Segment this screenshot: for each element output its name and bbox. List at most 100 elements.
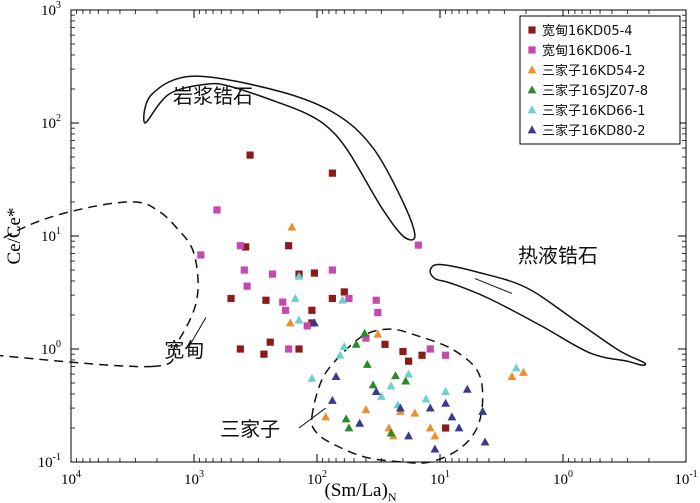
axis-labels: (Sm/La)N Ce/Ce* [4,208,397,503]
point-series-1 [310,269,318,277]
point-series-1 [340,288,348,296]
point-series-1 [442,424,450,432]
point-series-1 [405,357,413,365]
point-series-2 [282,306,290,314]
point-series-5 [338,295,347,304]
point-series-5 [290,293,300,302]
legend: 宽甸16KD05-4 宽甸16KD06-1 三家子16KD54-2 三家子16SJZ0… [519,15,681,145]
point-series-1 [227,294,235,303]
point-series-6 [462,384,472,393]
point-series-4 [386,428,396,437]
point-series-2 [426,345,434,353]
point-series-3 [287,222,297,231]
point-series-1 [381,340,389,348]
y-tick-label: 101 [41,226,61,245]
point-series-6 [478,406,488,415]
x-tick-label: 10-1 [674,469,697,488]
point-series-1 [242,243,250,251]
y-tick-label: 102 [41,113,61,132]
y-tick-label: 103 [41,0,61,19]
point-series-6 [355,418,365,427]
legend-marker [527,65,537,74]
point-series-2 [285,345,293,353]
point-series-2 [345,294,353,303]
point-series-5 [404,369,414,378]
point-series-5 [339,342,349,351]
point-series-6 [425,403,435,412]
point-series-6 [395,403,405,412]
point-series-1 [260,350,268,358]
point-series-3 [361,405,371,414]
x-axis-label: (Sm/La)N [325,480,397,503]
point-series-1 [266,338,274,346]
legend-label: 宽甸16KD05-4 [542,23,633,39]
hydrothermal-zircon-label: 热液锆石 [518,244,598,268]
point-series-2 [279,298,287,306]
magmatic-zircon-field [143,75,416,241]
point-series-4 [360,328,370,337]
point-series-1 [399,347,407,356]
point-series-2 [414,241,422,249]
point-series-1 [418,351,426,359]
point-series-6 [480,437,490,446]
legend-marker [527,105,537,114]
point-series-2 [213,206,221,214]
point-series-4 [344,423,354,432]
kuandian-field [0,201,199,368]
x-tick-label: 102 [307,469,327,488]
legend-marker [527,85,537,94]
point-series-5 [307,373,317,382]
point-series-5 [335,350,345,359]
point-series-2 [268,270,277,278]
point-series-5 [294,271,304,280]
point-series-4 [368,380,378,389]
point-series-2 [328,266,336,274]
point-series-4 [341,414,351,423]
point-series-2 [374,308,382,317]
point-series-2 [243,282,251,290]
y-tick-label: 10-1 [38,452,61,471]
point-series-3 [373,329,383,338]
point-series-1 [246,151,254,159]
point-series-4 [401,376,411,385]
point-series-1 [236,345,244,353]
point-series-5 [421,394,431,403]
legend-marker [528,46,536,54]
point-series-1 [262,296,270,304]
point-series-5 [294,315,304,324]
point-series-6 [454,423,464,432]
legend-label: 三家子16KD66-1 [542,103,646,119]
point-series-5 [511,363,521,372]
legend-marker [528,26,536,34]
legend-label: 三家子16KD80-2 [542,123,646,139]
point-series-5 [376,391,386,400]
data-points [197,151,528,453]
point-series-6 [309,318,319,327]
point-series-1 [328,169,336,177]
point-series-2 [236,242,244,250]
point-series-4 [351,339,361,348]
axis-ticks: 104 103 102 101 100 10-1 10-1 100 101 102 103 [38,0,698,488]
point-series-2 [442,351,450,359]
x-tick-label: 103 [184,469,204,488]
point-series-3 [518,367,528,376]
point-series-3 [321,412,331,421]
y-tick-label: 100 [41,339,61,358]
y-axis-label: Ce/Ce* [4,208,25,265]
kuandian-label: 宽甸 [164,338,204,362]
point-series-5 [441,386,451,395]
point-series-5 [386,381,396,390]
x-tick-label: 104 [61,469,81,488]
point-series-6 [371,386,381,395]
leader-line [474,278,513,294]
x-tick-label: 101 [430,469,450,488]
legend-label: 三家子16SJZ07-8 [542,83,648,99]
point-series-2 [240,266,248,274]
point-series-1 [295,345,303,353]
legend-marker [527,125,537,134]
point-series-6 [327,395,337,404]
legend-label: 宽甸16KD06-1 [542,43,633,59]
point-series-2 [197,251,205,259]
sanjiazi-field [310,328,484,464]
